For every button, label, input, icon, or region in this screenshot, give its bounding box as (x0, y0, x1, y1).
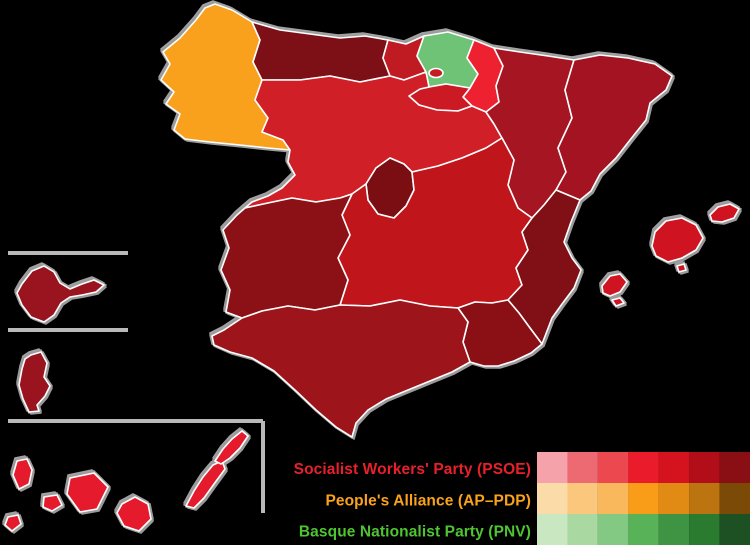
region-asturias (251, 21, 391, 83)
island-fuerteventura (185, 460, 226, 509)
inset-dividers (8, 251, 265, 513)
balearic-islands (601, 203, 740, 307)
legend-swatch (628, 452, 659, 483)
legend: Socialist Workers' Party (PSOE) People's… (294, 452, 750, 545)
legend-scale-psoe (537, 452, 750, 483)
region-extremadura (220, 193, 353, 319)
island-menorca (709, 203, 740, 223)
island-la-gomera (42, 494, 63, 512)
legend-scale-pnv (537, 514, 750, 545)
legend-swatch (537, 452, 568, 483)
legend-swatch (537, 483, 568, 514)
land-areas (4, 3, 740, 532)
legend-swatch (658, 514, 690, 545)
legend-swatch (567, 514, 598, 545)
island-ibiza (601, 273, 628, 297)
region-catalonia (555, 54, 673, 201)
legend-swatch (628, 514, 659, 545)
island-la-palma (12, 458, 33, 490)
legend-swatch (658, 452, 690, 483)
inset-melilla (18, 351, 51, 413)
legend-swatch (597, 452, 629, 483)
legend-swatch (719, 514, 750, 545)
mainland-regions (160, 3, 673, 438)
island-cabrera (676, 263, 687, 273)
legend-swatch (689, 483, 720, 514)
region-andalusia (211, 299, 471, 438)
legend-swatch (689, 452, 720, 483)
island-formentera (611, 297, 625, 307)
legend-label-ap-pdp: People's Alliance (AP–PDP) (325, 493, 531, 510)
region-murcia (457, 299, 543, 367)
legend-swatch (567, 452, 598, 483)
canary-islands (4, 430, 249, 532)
legend-swatch (597, 514, 629, 545)
island-gran-canaria (116, 496, 152, 532)
ceuta-melilla-insets (16, 265, 105, 413)
legend-swatch (719, 483, 750, 514)
island-mallorca (651, 217, 704, 263)
legend-swatch (537, 514, 568, 545)
island-lanzarote (214, 430, 249, 465)
inset-ceuta (16, 265, 105, 323)
legend-label-psoe: Socialist Workers' Party (PSOE) (294, 461, 531, 478)
legend-swatch (567, 483, 598, 514)
legend-scale-ap-pdp (537, 483, 750, 514)
legend-swatch (628, 483, 659, 514)
legend-swatch (689, 514, 720, 545)
legend-swatch (597, 483, 629, 514)
legend-swatch (658, 483, 690, 514)
island-el-hierro (4, 514, 22, 532)
island-tenerife (66, 472, 109, 513)
legend-swatch (719, 452, 750, 483)
legend-label-pnv: Basque Nationalist Party (PNV) (299, 524, 531, 541)
region-trevino-enclave (428, 67, 444, 79)
